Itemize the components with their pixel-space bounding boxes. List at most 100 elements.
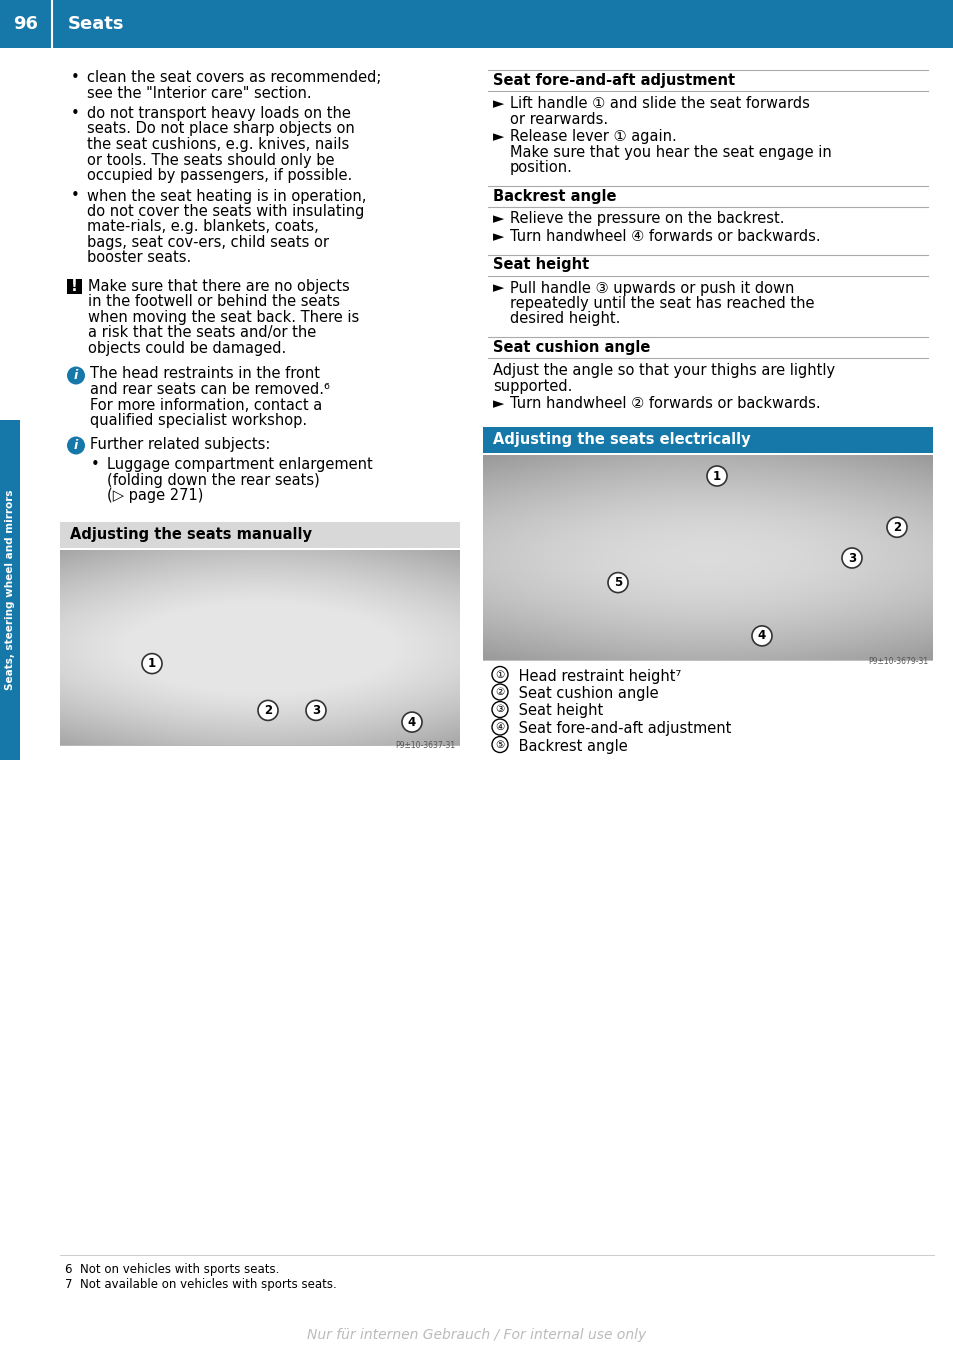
Text: Release lever ① again.: Release lever ① again. [510,129,676,144]
Text: position.: position. [510,160,572,175]
Text: when the seat heating is in operation,: when the seat heating is in operation, [87,188,366,203]
Circle shape [142,654,162,673]
Bar [482,455,932,661]
Text: i: i [73,439,78,452]
Bar [0,420,20,760]
Text: (folding down the rear seats): (folding down the rear seats) [107,473,319,487]
Text: Backrest angle: Backrest angle [493,188,616,203]
Text: objects could be damaged.: objects could be damaged. [88,341,286,356]
Circle shape [886,517,906,538]
Text: ①: ① [495,669,504,680]
Text: desired height.: desired height. [510,311,619,326]
Text: do not cover the seats with insulating: do not cover the seats with insulating [87,204,364,219]
Text: Seat height: Seat height [493,257,589,272]
Text: Turn handwheel ④ forwards or backwards.: Turn handwheel ④ forwards or backwards. [510,229,820,244]
Text: seats. Do not place sharp objects on: seats. Do not place sharp objects on [87,122,355,137]
Text: ►: ► [493,129,504,144]
Text: Relieve the pressure on the backrest.: Relieve the pressure on the backrest. [510,211,783,226]
Text: Further related subjects:: Further related subjects: [90,436,270,451]
Text: !: ! [71,279,78,294]
Text: Head restraint height⁷: Head restraint height⁷ [514,669,680,684]
Text: Adjusting the seats electrically: Adjusting the seats electrically [493,432,750,447]
Text: ⑤: ⑤ [495,739,504,750]
Text: ►: ► [493,280,504,295]
Text: •: • [71,188,79,203]
Text: Pull handle ③ upwards or push it down: Pull handle ③ upwards or push it down [510,280,794,295]
Text: booster seats.: booster seats. [87,250,191,265]
Text: Seat cushion angle: Seat cushion angle [493,340,650,355]
Text: 1: 1 [712,470,720,482]
Text: see the "Interior care" section.: see the "Interior care" section. [87,85,312,100]
Text: •: • [91,458,99,473]
Text: qualified specialist workshop.: qualified specialist workshop. [90,413,307,428]
Bar [0,0,953,47]
Bar [67,279,82,294]
Text: in the footwell or behind the seats: in the footwell or behind the seats [88,295,339,310]
Text: Make sure that there are no objects: Make sure that there are no objects [88,279,350,294]
Circle shape [751,626,771,646]
Bar [60,521,459,547]
Text: Adjusting the seats manually: Adjusting the seats manually [70,527,312,542]
Text: (▷ page 271): (▷ page 271) [107,487,203,502]
Text: bags, seat cov­ers, child seats or: bags, seat cov­ers, child seats or [87,236,329,250]
Text: P9±10-3637-31: P9±10-3637-31 [395,742,455,750]
Text: i: i [73,370,78,382]
Text: ►: ► [493,229,504,244]
Circle shape [306,700,326,720]
Text: ②: ② [495,686,504,697]
Circle shape [257,700,277,720]
Text: clean the seat covers as recommended;: clean the seat covers as recommended; [87,70,381,85]
Text: ►: ► [493,395,504,412]
Text: the seat cushions, e.g. knives, nails: the seat cushions, e.g. knives, nails [87,137,349,152]
Text: or tools. The seats should only be: or tools. The seats should only be [87,153,335,168]
Text: Turn handwheel ② forwards or backwards.: Turn handwheel ② forwards or backwards. [510,395,820,412]
Bar [60,551,459,746]
Text: 96: 96 [13,15,38,32]
Circle shape [607,573,627,593]
Text: Seats, steering wheel and mirrors: Seats, steering wheel and mirrors [5,490,15,691]
Text: Seat height: Seat height [514,704,602,719]
Text: For more information, contact a: For more information, contact a [90,398,322,413]
Text: 3: 3 [312,704,319,716]
Text: •: • [71,106,79,121]
Text: Lift handle ① and slide the seat forwards: Lift handle ① and slide the seat forward… [510,96,809,111]
Text: P9±10-3679-31: P9±10-3679-31 [867,657,927,666]
Bar [482,427,932,452]
Text: mate­rials, e.g. blankets, coats,: mate­rials, e.g. blankets, coats, [87,219,318,234]
Text: 4: 4 [757,630,765,642]
Text: 3: 3 [847,551,855,565]
Text: Seat cushion angle: Seat cushion angle [514,686,658,701]
Circle shape [401,712,421,733]
Text: Luggage compartment enlargement: Luggage compartment enlargement [107,458,373,473]
Text: a risk that the seats and/or the: a risk that the seats and/or the [88,325,315,340]
Text: and rear seats can be removed.⁶: and rear seats can be removed.⁶ [90,382,330,397]
Text: do not transport heavy loads on the: do not transport heavy loads on the [87,106,351,121]
Text: 6  Not on vehicles with sports seats.: 6 Not on vehicles with sports seats. [65,1263,279,1275]
Text: 2: 2 [892,521,901,533]
Text: Seat fore-and-aft adjustment: Seat fore-and-aft adjustment [514,720,731,737]
Circle shape [67,367,85,385]
Text: 7  Not available on vehicles with sports seats.: 7 Not available on vehicles with sports … [65,1278,336,1290]
Text: or rearwards.: or rearwards. [510,111,607,126]
Text: Seats: Seats [68,15,125,32]
Text: Adjust the angle so that your thighs are lightly: Adjust the angle so that your thighs are… [493,363,834,378]
Text: 5: 5 [613,575,621,589]
Text: occupied by passengers, if possible.: occupied by passengers, if possible. [87,168,352,183]
Text: Make sure that you hear the seat engage in: Make sure that you hear the seat engage … [510,145,831,160]
Text: 2: 2 [264,704,272,716]
Circle shape [841,548,862,567]
Text: Nur für internen Gebrauch / For internal use only: Nur für internen Gebrauch / For internal… [307,1328,646,1342]
Text: ►: ► [493,96,504,111]
Text: supported.: supported. [493,379,572,394]
Circle shape [67,436,85,455]
Text: ④: ④ [495,722,504,733]
Text: Seat fore-and-aft adjustment: Seat fore-and-aft adjustment [493,73,735,88]
Text: •: • [71,70,79,85]
Text: ③: ③ [495,704,504,715]
Text: 4: 4 [408,716,416,728]
Text: ►: ► [493,211,504,226]
Text: Backrest angle: Backrest angle [514,738,627,753]
Text: when moving the seat back. There is: when moving the seat back. There is [88,310,359,325]
Text: repeatedly until the seat has reached the: repeatedly until the seat has reached th… [510,297,814,311]
Text: 1: 1 [148,657,156,670]
